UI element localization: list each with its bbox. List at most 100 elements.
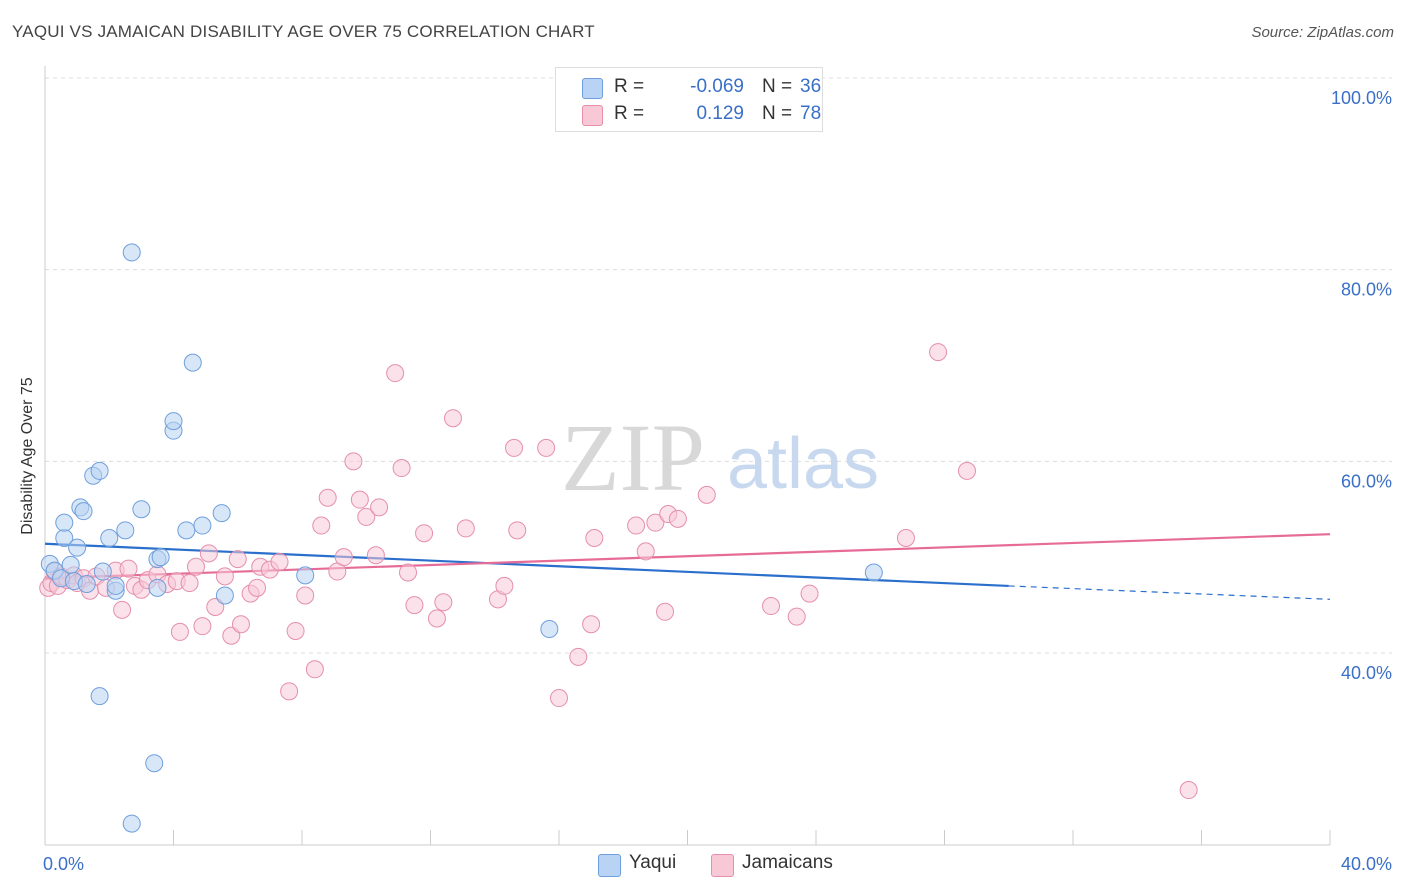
tick-labels: 40.0% 60.0% 80.0% 100.0% 0.0% 40.0% [43,88,1392,874]
jamaicans-swatch [711,854,734,877]
jamaicans-point [636,542,655,561]
jamaicans-point [318,488,337,507]
jamaicans-swatch [582,105,603,126]
jamaicans-point [170,622,189,641]
jamaicans-point [344,452,363,471]
jamaicans-point [697,485,716,504]
yaqui-swatch [598,854,621,877]
yaqui-point [193,516,212,535]
y-tick-label: 80.0% [1341,280,1392,300]
jamaicans-point [443,409,462,428]
yaqui-point [177,521,196,540]
jamaicans-point [305,660,324,679]
yaqui-point [74,502,93,521]
jamaicans-point [193,617,212,636]
yaqui-point [864,563,883,582]
legend-n-label: N = [762,76,793,97]
jamaicans-point [399,563,418,582]
yaqui-point [215,586,234,605]
jamaicans-point [896,529,915,547]
yaqui-point [93,562,112,581]
y-tick-label: 60.0% [1341,471,1392,491]
jamaicans-point [222,626,241,645]
yaqui-point [61,555,80,574]
correlation-legend: R = -0.069 N = 36 R = 0.129 N = 78 [555,67,823,132]
bottom-legend-label: Yaqui [629,852,677,873]
jamaicans-point [787,607,806,626]
jamaicans-point [215,567,234,586]
yaqui-point [151,548,170,567]
jamaicans-point [582,615,601,634]
yaqui-point [77,575,96,593]
jamaicans-point [800,584,819,603]
legend-r-label: R = [614,76,645,97]
legend-r-value: 0.129 [696,103,744,124]
source-label: Source: ZipAtlas.com [1251,24,1394,41]
jamaicans-point [550,689,568,708]
jamaicans-point [569,647,588,666]
yaqui-point [90,461,109,480]
y-axis-label: Disability Age Over 75 [19,377,36,535]
legend-r-label: R = [614,103,645,124]
y-tick-label: 40.0% [1341,663,1392,683]
chart-title: YAQUI VS JAMAICAN DISABILITY AGE OVER 75… [12,22,595,41]
jamaicans-point [495,576,514,595]
legend-n-label: N = [762,103,793,124]
yaqui-point [100,529,119,547]
jamaicans-point [627,516,646,535]
jamaicans-point [392,459,411,478]
x-tick-label-min: 0.0% [43,854,84,874]
jamaicans-point [415,524,434,543]
jamaicans-point [1179,781,1198,800]
bottom-legend-label: Jamaicans [742,852,833,873]
jamaicans-point [312,516,331,535]
yaqui-point [106,576,125,595]
yaqui-point [132,500,151,519]
jamaicans-point [296,586,315,605]
yaqui-point [212,504,231,523]
yaqui-point [122,243,141,262]
jamaicans-point [668,509,687,528]
jamaicans-point [119,559,138,578]
jamaicans-point [434,593,453,612]
jamaicans-point [186,557,205,576]
jamaicans-point [656,602,675,621]
jamaicans-point [405,596,424,615]
x-tick-label-max: 40.0% [1341,854,1392,874]
legend-n-value: 36 [800,76,822,97]
jamaicans-point [248,578,267,597]
yaqui-point [164,412,183,431]
yaqui-point [55,513,74,532]
yaqui-swatch [582,78,603,99]
axes [44,66,1331,846]
jamaicans-point [427,609,446,628]
jamaicans-point [228,550,247,569]
jamaicans-point [370,498,389,517]
jamaicans-point [646,513,665,532]
jamaicans-point [270,552,289,571]
jamaicans-point [508,521,527,540]
yaqui-point [148,578,167,597]
jamaicans-point [366,546,385,565]
jamaicans-point [585,529,604,547]
jamaicans-point [456,519,475,538]
jamaicans-point [505,438,524,457]
legend-r-value: -0.069 [690,76,744,97]
jamaicans-point [199,544,218,563]
yaqui-point [540,620,559,639]
yaqui-point [116,521,135,540]
yaqui-point [90,687,109,706]
jamaicans-point [357,507,376,526]
jamaicans-point [113,600,132,619]
y-tick-label: 100.0% [1331,88,1392,108]
yaqui-point [183,353,202,372]
jamaicans-point [206,598,225,616]
watermark-zip: ZIP [561,404,705,511]
jamaicans-point [762,597,781,616]
jamaicans-point [280,682,299,701]
yaqui-point [122,814,141,833]
yaqui-point [68,538,87,557]
jamaicans-point [537,438,556,457]
watermark-atlas: atlas [727,424,879,504]
